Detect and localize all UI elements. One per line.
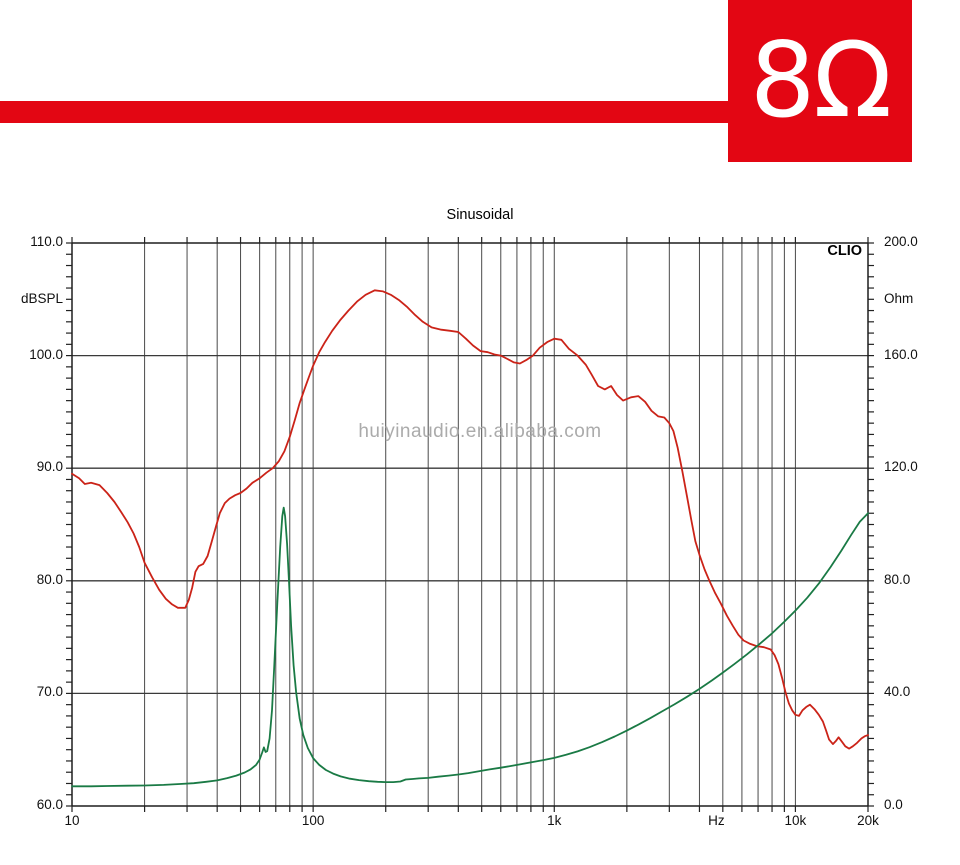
right-axis-tick-label: 40.0 [884, 684, 911, 700]
left-axis-tick-label: 80.0 [36, 571, 63, 587]
left-axis-tick-label: 70.0 [36, 684, 63, 700]
impedance-curve [71, 506, 869, 788]
left-axis-tick-label: 100.0 [29, 346, 63, 362]
clio-annotation: CLIO [827, 243, 862, 259]
right-axis-tick-label: 200.0 [884, 234, 918, 249]
left-axis-tick-label: 110.0 [30, 234, 63, 249]
x-axis-tick-label: 1k [547, 813, 562, 828]
left-axis-unit-label: dBSPL [20, 291, 63, 306]
left-axis-tick-label: 90.0 [36, 459, 63, 475]
right-axis-tick-label: 120.0 [884, 459, 918, 475]
x-axis-tick-label: 100 [301, 813, 325, 828]
x-axis-tick-label: 20k [857, 813, 879, 828]
impedance-logo: 8Ω [749, 21, 892, 141]
chart-title: Sinusoidal [446, 207, 514, 223]
logo-box: 8Ω [728, 0, 912, 162]
x-axis-tick-label: Hz [708, 813, 725, 828]
x-axis-tick-label: 10k [784, 813, 807, 828]
right-axis-tick-label: 80.0 [884, 571, 911, 587]
right-axis-tick-label: 160.0 [884, 346, 918, 362]
right-axis-unit-label: Ohm [884, 291, 914, 306]
spl-curve [71, 289, 869, 750]
right-axis-tick-label: 0.0 [884, 797, 903, 812]
watermark-text: huiyinaudio.en.alibaba.com [358, 421, 602, 442]
x-axis-tick-label: 10 [64, 813, 80, 828]
banner-stripe [0, 101, 729, 123]
left-axis-tick-label: 60.0 [36, 797, 63, 812]
